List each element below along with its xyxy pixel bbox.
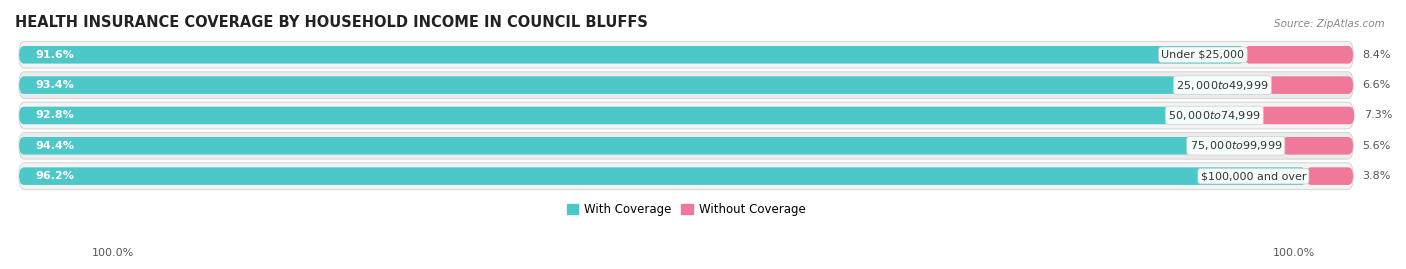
Text: 100.0%: 100.0% <box>91 248 134 258</box>
Text: HEALTH INSURANCE COVERAGE BY HOUSEHOLD INCOME IN COUNCIL BLUFFS: HEALTH INSURANCE COVERAGE BY HOUSEHOLD I… <box>15 15 648 30</box>
FancyBboxPatch shape <box>1306 167 1353 185</box>
Text: 96.2%: 96.2% <box>35 171 75 181</box>
FancyBboxPatch shape <box>20 167 1306 185</box>
Text: 3.8%: 3.8% <box>1362 171 1391 181</box>
FancyBboxPatch shape <box>20 137 1282 155</box>
Text: 94.4%: 94.4% <box>35 141 75 151</box>
Text: 6.6%: 6.6% <box>1362 80 1391 90</box>
FancyBboxPatch shape <box>1282 137 1353 155</box>
Text: Under $25,000: Under $25,000 <box>1161 50 1244 60</box>
Text: $50,000 to $74,999: $50,000 to $74,999 <box>1168 109 1261 122</box>
FancyBboxPatch shape <box>20 107 1261 124</box>
Text: Source: ZipAtlas.com: Source: ZipAtlas.com <box>1274 19 1385 29</box>
FancyBboxPatch shape <box>20 163 1353 189</box>
Text: 93.4%: 93.4% <box>35 80 75 90</box>
Text: 8.4%: 8.4% <box>1362 50 1391 60</box>
Text: $25,000 to $49,999: $25,000 to $49,999 <box>1175 79 1268 92</box>
Text: 5.6%: 5.6% <box>1362 141 1391 151</box>
Text: $100,000 and over: $100,000 and over <box>1201 171 1306 181</box>
FancyBboxPatch shape <box>1261 107 1354 124</box>
Text: 92.8%: 92.8% <box>35 111 75 121</box>
FancyBboxPatch shape <box>20 41 1353 68</box>
FancyBboxPatch shape <box>1244 46 1353 63</box>
Text: 100.0%: 100.0% <box>1272 248 1315 258</box>
Text: $75,000 to $99,999: $75,000 to $99,999 <box>1189 139 1282 152</box>
Text: 7.3%: 7.3% <box>1364 111 1392 121</box>
FancyBboxPatch shape <box>20 102 1353 129</box>
FancyBboxPatch shape <box>1268 76 1353 94</box>
Text: 91.6%: 91.6% <box>35 50 75 60</box>
FancyBboxPatch shape <box>20 132 1353 159</box>
FancyBboxPatch shape <box>20 46 1244 63</box>
Legend: With Coverage, Without Coverage: With Coverage, Without Coverage <box>562 199 810 221</box>
FancyBboxPatch shape <box>20 72 1353 98</box>
FancyBboxPatch shape <box>20 76 1268 94</box>
